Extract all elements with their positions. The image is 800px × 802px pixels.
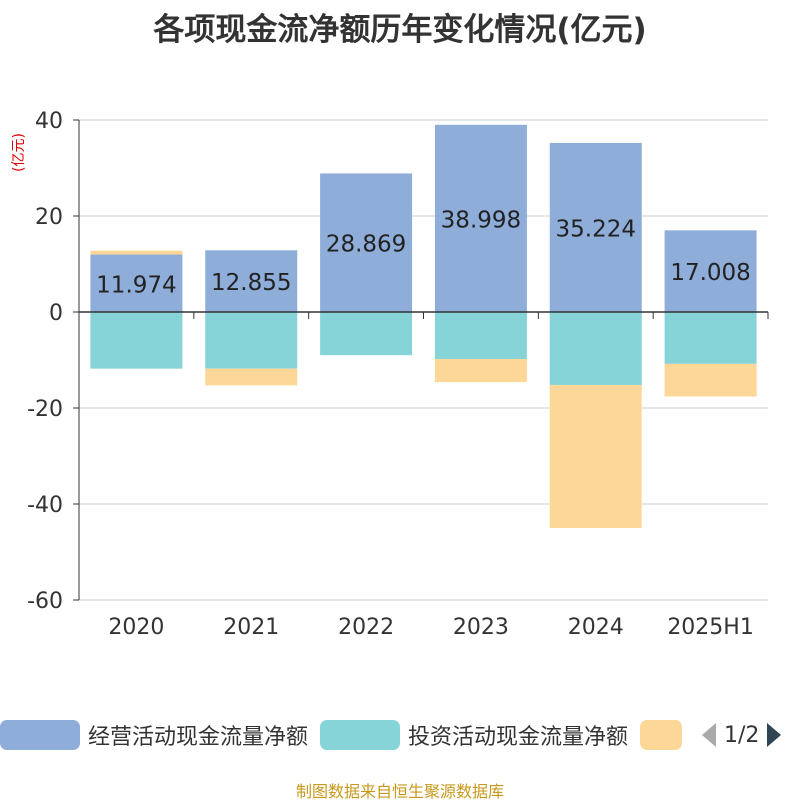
data-label-2023: 38.998 [441,207,521,233]
data-label-2025H1: 17.008 [670,260,750,286]
bar-1-2022 [320,173,413,312]
bar-1-2024 [549,142,642,312]
bar-3-2020 [90,250,183,255]
x-tick-label: 2022 [338,615,394,640]
bar-3-2024 [549,384,642,528]
y-tick-label: 20 [35,205,63,230]
legend-label-investing: 投资活动现金流量净额 [408,725,629,750]
bar-1-2023 [434,124,527,312]
y-tick-label: -60 [27,589,63,614]
pager-next-icon[interactable] [765,721,783,749]
pager-text: 1/2 [724,722,760,748]
pager-prev-icon[interactable] [700,721,718,749]
bar-2-2025H1 [664,312,757,364]
bar-3-2025H1 [664,363,757,397]
source-footer: 制图数据来自恒生聚源数据库 [295,782,504,801]
bar-1-2020 [90,254,183,312]
legend-item-investing[interactable]: 投资活动现金流量净额 [320,718,628,752]
y-tick-label: 40 [35,109,63,134]
bar-2-2023 [434,312,527,360]
bar-1-2021 [205,250,298,312]
legend-item-financing[interactable] [640,718,682,752]
x-tick-label: 2021 [223,615,279,640]
chart-title: 各项现金流净额历年变化情况(亿元) [153,12,647,48]
x-tick-label: 2023 [453,615,509,640]
legend-label-operating: 经营活动现金流量净额 [88,725,309,750]
legend-item-operating[interactable]: 经营活动现金流量净额 [0,718,308,752]
y-tick-label: -40 [27,493,63,518]
bar-3-2023 [434,359,527,383]
bar-2-2020 [90,312,183,369]
bar-3-2021 [205,368,298,386]
legend-swatch-investing [320,720,400,750]
data-label-2022: 28.869 [326,232,406,258]
y-tick-label: 0 [49,301,63,326]
legend-swatch-financing [640,720,682,750]
bar-2-2024 [549,312,642,385]
data-label-2020: 11.974 [96,272,176,298]
chart-plot: 40 20 0 -20 -40 -60 11.974 2020 12.855 2021 28.869… [27,109,769,640]
bar-2-2022 [320,312,413,356]
bar-1-2025H1 [664,230,757,312]
x-tick-label: 2024 [568,615,624,640]
bar-2-2021 [205,312,298,369]
x-tick-label: 2020 [108,615,164,640]
data-label-2024: 35.224 [556,216,636,242]
data-label-2021: 12.855 [211,270,291,296]
legend-pager: 1/2 [700,718,783,752]
legend-swatch-operating [0,720,80,750]
x-tick-label: 2025H1 [667,615,754,640]
y-tick-label: -20 [27,397,63,422]
